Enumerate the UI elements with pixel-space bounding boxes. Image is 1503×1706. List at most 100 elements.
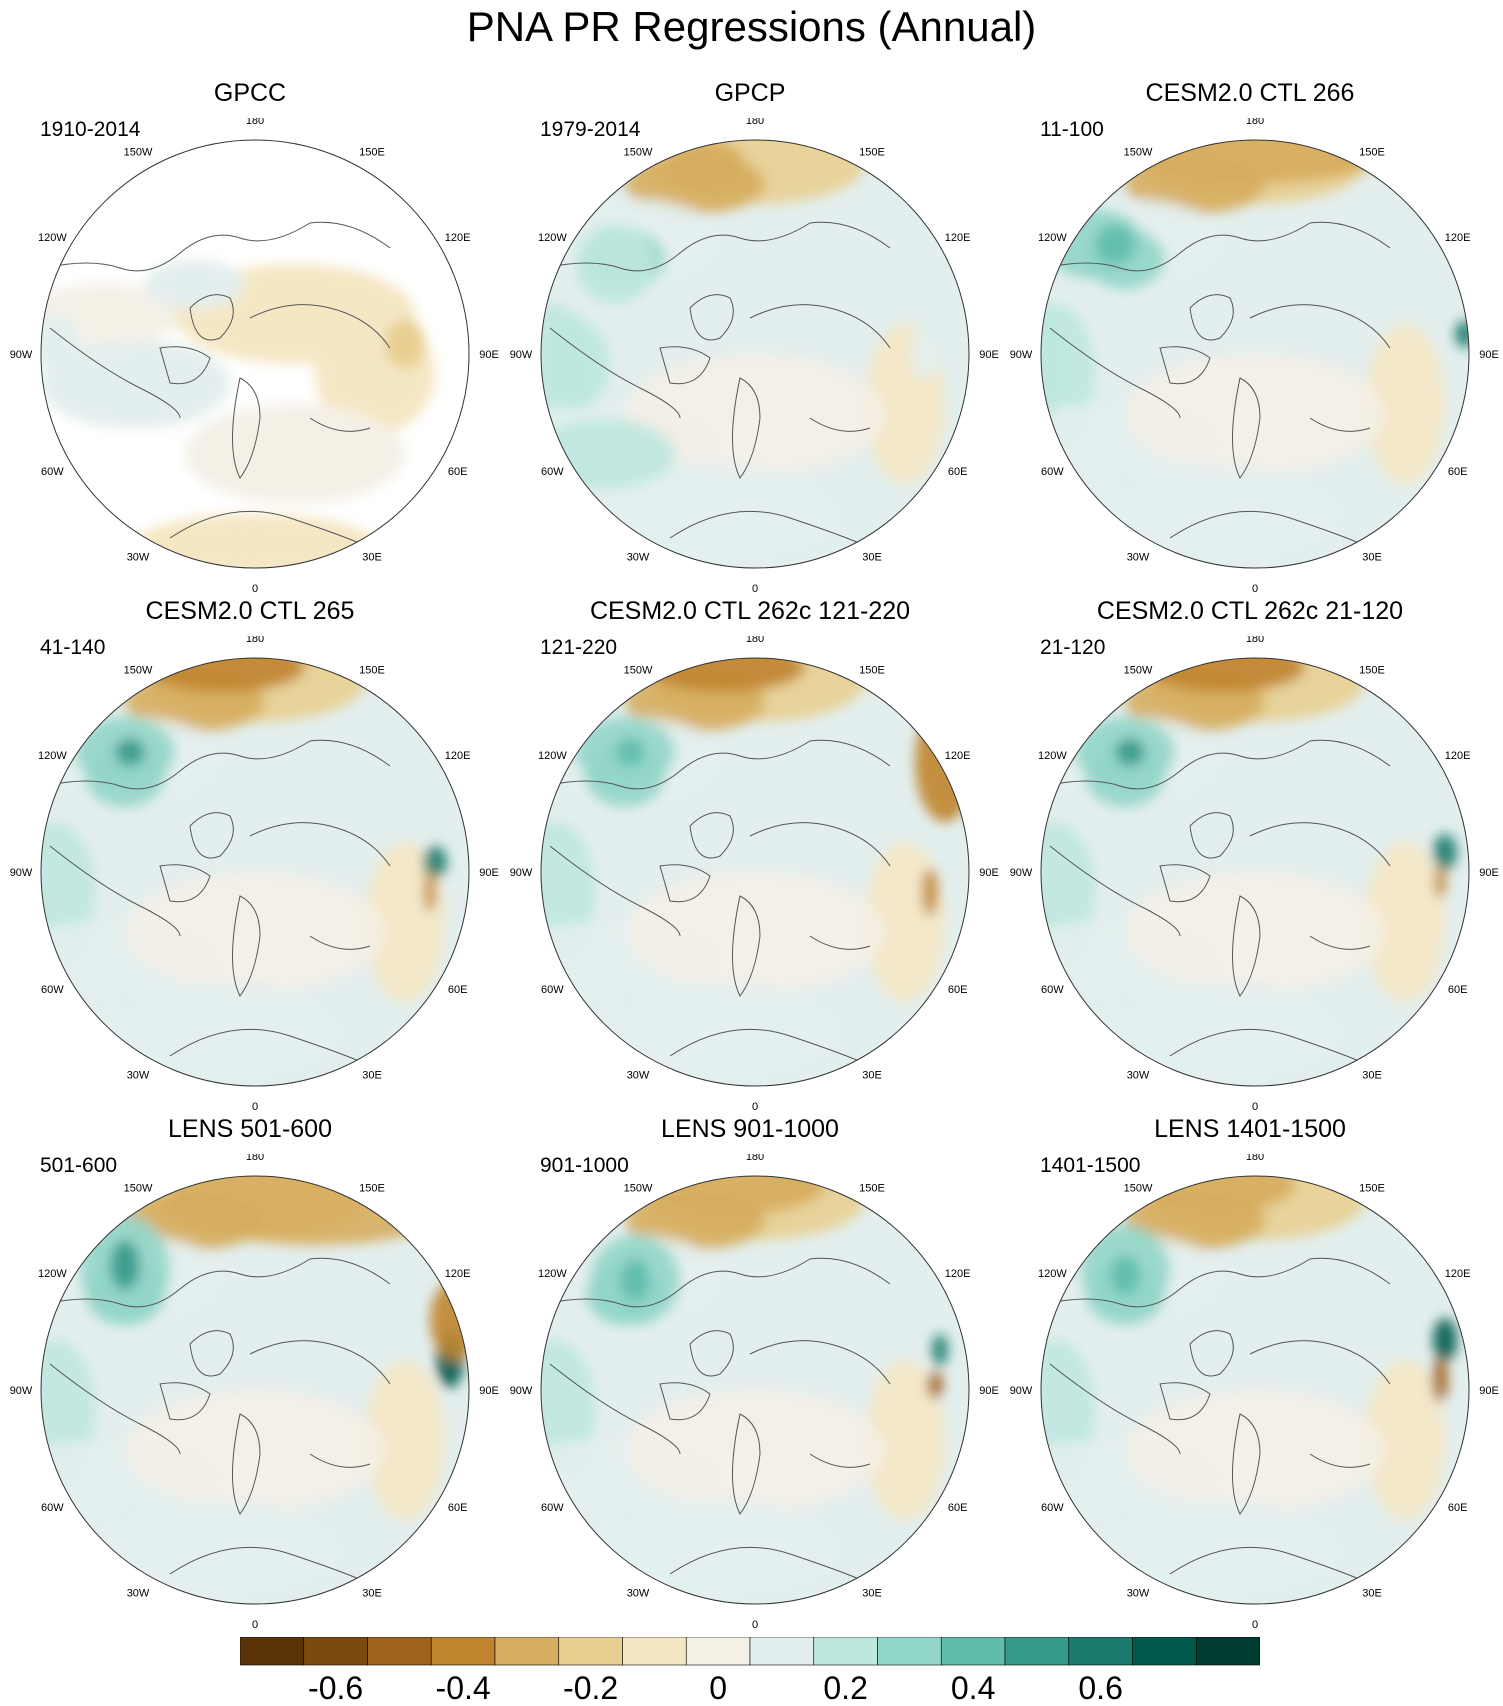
longitude-label: 180 — [746, 1154, 764, 1163]
longitude-label: 150W — [124, 664, 153, 676]
panel-title: CESM2.0 CTL 262c 121-220 — [589, 597, 911, 625]
colorbar-tick-label: 0.6 — [1078, 1670, 1123, 1706]
precip-anomaly-region — [645, 1176, 825, 1215]
panel-title: GPCP — [714, 79, 786, 107]
longitude-label: 150E — [359, 146, 385, 158]
longitude-label: 90W — [10, 1385, 33, 1397]
colorbar-segment — [430, 1637, 496, 1666]
longitude-label: 90E — [479, 349, 499, 361]
precip-anomaly-region — [625, 1390, 885, 1510]
longitude-label: 90E — [979, 349, 999, 361]
longitude-label: 120E — [945, 1268, 971, 1280]
precip-anomaly-region — [922, 868, 938, 916]
precip-anomaly-region — [620, 1258, 650, 1302]
coastlines — [544, 739, 891, 1067]
precip-anomaly-region — [625, 872, 885, 992]
longitude-label: 30W — [1127, 1588, 1150, 1600]
longitude-label: 180 — [1246, 636, 1264, 645]
longitude-label: 30E — [1362, 1070, 1382, 1082]
longitude-label: 0 — [752, 583, 758, 593]
panel-title: CESM2.0 CTL 265 — [145, 597, 355, 625]
coastlines — [1044, 739, 1391, 1067]
precip-anomaly-region — [423, 846, 447, 878]
longitude-label: 120E — [445, 750, 471, 762]
panel-title: CESM2.0 CTL 262c 21-120 — [1096, 597, 1404, 625]
longitude-label: 90E — [479, 867, 499, 879]
polar-map: 180 150E 120E 90E 60E 30E 0 30W 60W 90W 120W 150W — [1010, 1154, 1499, 1629]
map-panel: LENS 1401-1500 180 150E 120E 90E 60E 30E 0 30W 60… — [1000, 1114, 1500, 1629]
coastlines — [44, 1257, 391, 1585]
colorbar-tick-label: 0.2 — [823, 1670, 868, 1706]
longitude-label: 180 — [1246, 118, 1264, 127]
precip-anomaly-region — [385, 319, 425, 369]
precip-anomaly-region — [665, 140, 745, 189]
longitude-label: 90W — [510, 349, 533, 361]
longitude-label: 30W — [127, 1070, 150, 1082]
precip-anomaly-region — [585, 982, 845, 1082]
longitude-label: 90W — [510, 1385, 533, 1397]
panel-period: 1401-1500 — [1040, 1154, 1141, 1177]
longitude-label: 60E — [448, 1502, 468, 1514]
longitude-label: 150W — [624, 146, 653, 158]
precip-anomaly-region — [645, 658, 805, 692]
longitude-label: 120E — [1445, 232, 1471, 244]
colorbar-tick-label: -0.2 — [563, 1670, 619, 1706]
colorbar-segment — [558, 1637, 623, 1666]
precip-anomaly-region — [125, 1390, 385, 1510]
longitude-label: 60W — [41, 1502, 64, 1514]
precip-anomaly-region — [1365, 324, 1445, 484]
precip-anomaly-region — [1110, 1255, 1140, 1295]
longitude-label: 90E — [979, 867, 999, 879]
precip-anomaly-region — [1145, 658, 1305, 692]
longitude-label: 120E — [1445, 1268, 1471, 1280]
colorbar-tick-label: 0.4 — [950, 1670, 996, 1706]
polar-map: 180 150E 120E 90E 60E 30E 0 30W 60W 90W 120W 150W — [10, 118, 499, 593]
precip-anomaly-region — [615, 738, 645, 766]
polar-map: 180 150E 120E 90E 60E 30E 0 30W 60W 90W 120W 150W — [1010, 118, 1499, 593]
longitude-label: 150E — [1359, 1182, 1385, 1194]
longitude-label: 120E — [945, 232, 971, 244]
precip-anomaly-region — [145, 259, 245, 309]
precip-anomaly-region — [1365, 842, 1445, 1002]
longitude-label: 60E — [448, 466, 468, 478]
panel-period: 121-220 — [540, 636, 618, 659]
precip-anomaly-region — [1434, 866, 1446, 898]
panel-period: 1910-2014 — [40, 118, 141, 141]
precip-anomaly-region — [541, 319, 610, 409]
panel-title: CESM2.0 CTL 266 — [1145, 79, 1355, 107]
longitude-label: 0 — [252, 583, 258, 593]
map-panel: CESM2.0 CTL 262c 121-220 180 150E 120E 90E 60… — [500, 596, 1000, 1111]
longitude-label: 30W — [127, 552, 150, 564]
precip-anomaly-region — [115, 738, 145, 766]
panel-period: 11-100 — [1040, 118, 1104, 141]
longitude-label: 60W — [1041, 984, 1064, 996]
precip-anomaly-region — [910, 329, 940, 379]
figure-title: PNA PR Regressions (Annual) — [466, 3, 1037, 50]
precip-anomaly-region — [1432, 1358, 1448, 1402]
precip-anomaly-region — [145, 658, 305, 692]
longitude-label: 120W — [538, 750, 567, 762]
precip-anomaly-region — [1433, 1318, 1457, 1362]
coastlines — [1044, 1257, 1391, 1585]
colorbar-segment — [1068, 1637, 1133, 1666]
longitude-label: 60E — [948, 466, 968, 478]
longitude-label: 150E — [359, 1182, 385, 1194]
precip-anomaly-region — [927, 1371, 943, 1399]
precip-anomaly-region — [1135, 1176, 1295, 1213]
longitude-label: 60W — [541, 984, 564, 996]
longitude-label: 60W — [541, 1502, 564, 1514]
precip-anomaly-region — [865, 1360, 945, 1520]
longitude-label: 60E — [948, 1502, 968, 1514]
precip-anomaly-region — [165, 1176, 465, 1245]
polar-map: 180 150E 120E 90E 60E 30E 0 30W 60W 90W 120W 150W — [10, 636, 499, 1111]
longitude-label: 150W — [1124, 1182, 1153, 1194]
map-panel: LENS 501-600 180 150E 120E 90E 60E 30E 0 30W 60W 9… — [0, 1114, 500, 1629]
longitude-label: 90E — [1479, 349, 1499, 361]
precip-anomaly-region — [1125, 140, 1385, 184]
map-panel: CESM2.0 CTL 262c 21-120 180 150E 120E 90E 60E… — [1000, 596, 1500, 1111]
panel-period: 21-120 — [1040, 636, 1106, 659]
longitude-label: 60W — [41, 984, 64, 996]
colorbar-segment — [367, 1637, 432, 1666]
map-panel: CESM2.0 CTL 266 180 150E 120E 90E 60E 30E 0 30W 6… — [1000, 78, 1500, 593]
longitude-label: 90W — [10, 349, 33, 361]
